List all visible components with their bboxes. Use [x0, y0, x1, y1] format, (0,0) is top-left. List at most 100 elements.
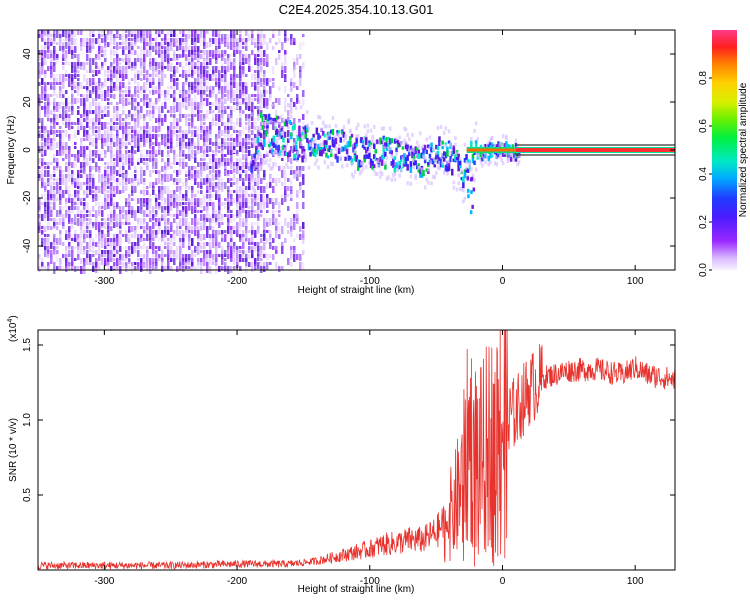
spectrogram-signal-halo	[516, 162, 519, 167]
spectrogram-noise-cell	[143, 138, 146, 145]
spectrogram-noise-cell	[128, 126, 131, 129]
spectrogram-noise-cell	[164, 142, 167, 147]
spectrogram-noise-cell	[212, 90, 215, 98]
spectrogram-noise-cell	[260, 66, 263, 72]
spectrogram-noise-cell	[41, 238, 44, 243]
spectrogram-noise-cell	[227, 82, 230, 86]
spectrogram-noise-cell	[278, 222, 281, 225]
spectrogram-noise-cell	[239, 130, 242, 136]
spectrogram-signal-halo	[508, 151, 511, 156]
spectrogram-noise-cell	[137, 110, 140, 115]
spectrogram-noise-cell	[269, 234, 272, 240]
spectrogram-noise-cell	[209, 226, 212, 230]
spectrogram-noise-cell	[134, 98, 137, 104]
spectrogram-noise-cell	[116, 266, 119, 269]
spectrogram-signal-cell	[433, 164, 436, 168]
spectrogram-noise-cell	[188, 34, 191, 39]
spectrogram-noise-cell	[182, 198, 185, 201]
spectrogram-noise-cell	[146, 162, 149, 167]
spectrogram-noise-cell	[116, 114, 119, 119]
spectrogram-noise-cell	[227, 230, 230, 234]
spectrogram-signal-halo	[253, 165, 256, 170]
spectrogram-noise-cell	[41, 62, 44, 66]
spectrogram-noise-cell	[218, 162, 221, 168]
spectrogram-signal-cell	[301, 147, 304, 154]
spectrogram-noise-cell	[107, 162, 110, 166]
spectrogram-noise-cell	[164, 42, 167, 45]
spectrogram-noise-cell	[119, 242, 122, 248]
spectrogram-noise-cell	[263, 122, 266, 128]
spectrogram-noise-cell	[53, 226, 56, 229]
spectrogram-noise-cell	[149, 226, 152, 234]
spectrogram-noise-cell	[182, 150, 185, 156]
spectrogram-signal-cell	[339, 137, 342, 143]
spectrogram-signal-halo	[476, 153, 479, 158]
spectrogram-noise-cell	[185, 190, 188, 196]
spectrogram-noise-cell	[170, 138, 173, 144]
spectrogram-noise-cell	[44, 94, 47, 101]
spectrogram-noise-cell	[38, 82, 41, 86]
spectrogram-noise-cell	[149, 182, 152, 188]
spectrogram-noise-cell	[191, 250, 194, 256]
spectrogram-noise-cell	[209, 166, 212, 169]
spectrogram-noise-cell	[254, 194, 257, 200]
spectrogram-noise-cell	[110, 122, 113, 127]
spectrogram-noise-cell	[188, 266, 191, 269]
spectrogram-noise-cell	[143, 214, 146, 217]
spectrogram-noise-cell	[110, 86, 113, 93]
spectrogram-noise-cell	[44, 182, 47, 187]
spectrogram-noise-cell	[275, 226, 278, 231]
spectrogram-noise-cell	[68, 170, 71, 177]
spectrogram-signal-cell	[250, 167, 253, 173]
spectrogram-noise-cell	[236, 222, 239, 230]
spectrogram-noise-cell	[224, 158, 227, 164]
spectrogram-noise-cell	[176, 198, 179, 203]
spectrogram-noise-cell	[191, 150, 194, 154]
spectrogram-noise-cell	[251, 42, 254, 45]
spectrogram-noise-cell	[134, 242, 137, 246]
spectrogram-noise-cell	[194, 230, 197, 236]
spectrogram-noise-cell	[62, 206, 65, 210]
spectrogram-noise-cell	[176, 98, 179, 101]
spectrogram-noise-cell	[50, 118, 53, 123]
spectrogram-noise-cell	[248, 262, 251, 267]
spectrogram-noise-cell	[266, 142, 269, 145]
spectrogram-noise-cell	[74, 158, 77, 161]
spectrogram-noise-cell	[71, 126, 74, 129]
spectrogram-noise-cell	[140, 226, 143, 229]
spectrogram-noise-cell	[83, 194, 86, 199]
spectrogram-noise-cell	[167, 154, 170, 157]
spectrogram-noise-cell	[128, 194, 131, 198]
spectrogram-noise-cell	[191, 190, 194, 197]
spectrogram-noise-cell	[107, 102, 110, 105]
spectrogram-noise-cell	[182, 38, 185, 44]
spectrogram-noise-cell	[161, 58, 164, 62]
spectrogram-noise-cell	[212, 202, 215, 210]
spectrogram-noise-cell	[104, 238, 107, 246]
spectrogram-noise-cell	[299, 42, 302, 50]
spectrogram-signal-cell	[428, 153, 432, 159]
spectrogram-noise-cell	[251, 94, 254, 97]
spectrogram-noise-cell	[107, 226, 110, 232]
spectrogram-noise-cell	[161, 234, 164, 241]
spectrogram-signal-cell	[463, 158, 467, 163]
spectrogram-noise-cell	[65, 78, 68, 81]
spectrogram-noise-cell	[209, 38, 212, 42]
carrier-band-inner	[515, 148, 675, 152]
spectrogram-signal-cell	[317, 145, 320, 151]
spectrogram-signal-halo	[501, 134, 505, 139]
spectrogram-noise-cell	[140, 166, 143, 172]
spectrogram-signal-halo	[470, 136, 473, 141]
spectrogram-noise-cell	[218, 110, 221, 113]
spectrogram-signal-halo	[357, 122, 360, 127]
spectrogram-noise-cell	[260, 130, 263, 133]
spectrogram-noise-cell	[233, 250, 236, 256]
spectrogram-noise-cell	[227, 58, 230, 66]
spectrogram-signal-halo	[420, 167, 424, 172]
spectrogram-noise-cell	[119, 138, 122, 144]
spectrogram-noise-cell	[284, 50, 287, 55]
spectrogram-noise-cell	[62, 118, 65, 121]
spectrogram-noise-cell	[59, 178, 62, 185]
spectrogram-noise-cell	[101, 158, 104, 161]
spectrogram-noise-cell	[203, 198, 206, 205]
